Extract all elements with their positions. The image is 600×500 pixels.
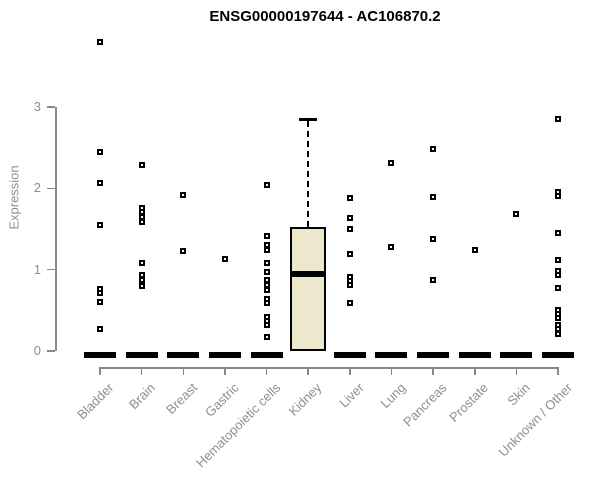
x-tick-label-prostate: Prostate [446, 380, 492, 425]
box-collapsed-liver [333, 352, 366, 358]
x-tick-label-skin: Skin [504, 380, 534, 409]
outlier-point [430, 193, 437, 200]
outlier-point [97, 39, 103, 46]
outlier-point [97, 299, 103, 306]
outlier-point [263, 287, 270, 294]
x-tick-label-pancreas: Pancreas [400, 380, 450, 430]
x-tick [474, 367, 476, 375]
outlier-point [221, 256, 228, 263]
outlier-point [555, 285, 562, 292]
outlier-point [263, 300, 270, 307]
outlier-point [180, 248, 187, 254]
x-tick-label-liver: Liver [335, 380, 367, 411]
box-collapsed-lung [375, 352, 408, 358]
outlier-point [555, 192, 562, 199]
whisker-line-kidney [307, 121, 310, 227]
box-collapsed-skin [500, 352, 533, 358]
outlier-point [97, 326, 103, 333]
outlier-point [97, 179, 103, 186]
box-collapsed-brain [125, 352, 158, 358]
x-tick [390, 367, 393, 375]
outlier-point [346, 226, 353, 233]
outlier-point [346, 251, 353, 258]
outlier-point [430, 277, 437, 284]
outlier-point [97, 148, 103, 155]
outlier-point [263, 182, 270, 189]
box-collapsed-hematopoietic-cells [250, 352, 283, 358]
x-tick-label-lung: Lung [377, 380, 409, 412]
x-tick [557, 367, 559, 375]
x-tick-label-brain: Brain [126, 380, 159, 413]
outlier-point [138, 260, 145, 267]
outlier-point [430, 235, 437, 242]
x-tick [349, 367, 351, 375]
outlier-point [388, 160, 395, 167]
outlier-point [346, 214, 353, 221]
y-tick [47, 106, 55, 108]
box-kidney [290, 226, 327, 351]
x-tick [515, 367, 518, 375]
x-tick [307, 367, 309, 375]
outlier-point [346, 300, 353, 307]
y-tick [47, 268, 55, 271]
y-tick [47, 187, 55, 190]
outlier-point [346, 195, 353, 202]
x-tick [99, 367, 101, 375]
outlier-point [97, 221, 103, 228]
y-tick-label: 1 [33, 261, 41, 277]
outlier-point [138, 282, 145, 289]
x-tick [140, 367, 143, 375]
outlier-point [263, 269, 270, 276]
outlier-point [471, 247, 478, 254]
whisker-cap-kidney [299, 117, 318, 121]
box-collapsed-pancreas [417, 352, 450, 358]
x-tick-label-unknown-other: Unknown / Other [495, 380, 575, 460]
outlier-point [555, 315, 562, 322]
median-line-kidney [290, 270, 327, 277]
outlier-point [430, 146, 437, 153]
outlier-point [138, 218, 145, 225]
outlier-point [138, 161, 145, 168]
x-tick-label-gastric: Gastric [201, 380, 242, 420]
x-tick-label-bladder: Bladder [74, 380, 117, 423]
outlier-point [555, 330, 562, 337]
outlier-point [263, 233, 270, 240]
x-tick [265, 367, 268, 375]
chart-title: ENSG00000197644 - AC106870.2 [209, 8, 441, 25]
outlier-point [346, 282, 353, 289]
box-collapsed-breast [167, 352, 200, 358]
x-tick [432, 367, 434, 375]
outlier-point [555, 116, 562, 123]
box-collapsed-bladder [84, 352, 116, 358]
outlier-point [138, 277, 145, 284]
y-tick-label: 2 [33, 180, 41, 196]
y-axis-line [55, 107, 57, 351]
y-tick-label: 0 [33, 343, 41, 358]
outlier-point [180, 191, 187, 198]
y-tick-label: 3 [33, 99, 41, 115]
y-tick [47, 350, 55, 352]
box-collapsed-unknown-other [542, 352, 575, 358]
outlier-point [263, 260, 270, 267]
outlier-point [263, 321, 270, 328]
x-tick [182, 367, 185, 375]
outlier-point [513, 211, 520, 218]
outlier-point [555, 256, 562, 263]
outlier-point [388, 243, 395, 250]
x-tick [224, 367, 226, 375]
outlier-point [555, 230, 562, 237]
outlier-point [555, 271, 562, 278]
x-axis-line [100, 367, 559, 369]
x-tick-label-kidney: Kidney [286, 380, 325, 419]
x-tick-label-breast: Breast [162, 380, 200, 418]
outlier-point [97, 290, 103, 297]
box-collapsed-prostate [458, 352, 491, 358]
outlier-point [263, 247, 270, 254]
outlier-point [263, 334, 270, 341]
box-collapsed-gastric [208, 352, 241, 358]
